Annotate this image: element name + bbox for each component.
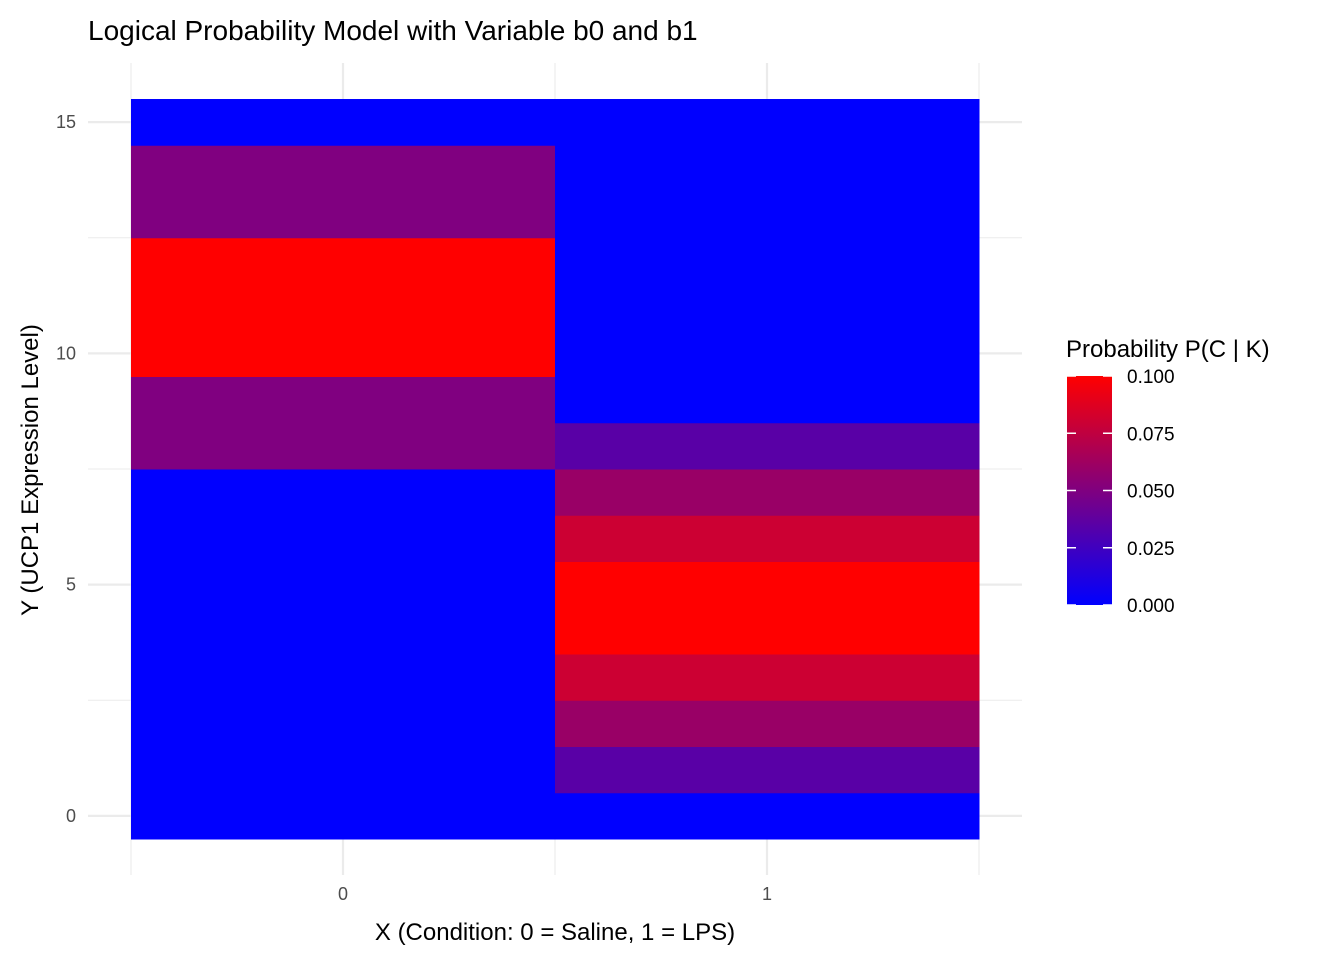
legend-tick-label: 0.025 xyxy=(1127,539,1175,560)
y-tick-label: 5 xyxy=(66,575,76,595)
x-tick-label: 1 xyxy=(762,884,772,904)
heatmap-tile xyxy=(131,607,556,655)
heatmap-tile xyxy=(131,284,556,331)
heatmap-tile xyxy=(131,376,556,424)
heatmap-tile xyxy=(555,284,980,331)
y-axis-ticks: 0 5 10 15 xyxy=(56,112,76,826)
legend-tick-label: 0.050 xyxy=(1127,482,1175,503)
heatmap-tile xyxy=(131,145,556,192)
legend-tick-label: 0.100 xyxy=(1127,367,1175,388)
heatmap-tile xyxy=(131,99,556,146)
y-tick-label: 0 xyxy=(66,806,76,826)
heatmap-tile xyxy=(555,330,980,377)
heatmap-tile xyxy=(555,191,980,239)
heatmap-tile xyxy=(131,515,556,562)
heatmap-tile xyxy=(131,422,556,470)
heatmap-tile xyxy=(555,145,980,192)
legend: Probability P(C | K) 0.000 0.025 0.050 0.07… xyxy=(1066,336,1270,617)
heatmap-tile xyxy=(131,237,556,285)
heatmap-tile xyxy=(555,469,980,516)
heatmap-tile xyxy=(131,746,556,794)
heatmap-tile xyxy=(131,700,556,747)
heatmap-tile xyxy=(555,237,980,285)
heatmap-tile xyxy=(555,376,980,424)
heatmap-tile xyxy=(131,792,556,840)
legend-tick-label: 0.000 xyxy=(1127,596,1175,617)
heatmap-tile xyxy=(131,191,556,239)
heatmap-tile xyxy=(131,469,556,516)
legend-title: Probability P(C | K) xyxy=(1066,336,1270,363)
heatmap-tile xyxy=(555,607,980,655)
heatmap-tile xyxy=(555,561,980,609)
heatmap-tile xyxy=(131,561,556,609)
legend-tick-label: 0.075 xyxy=(1127,424,1175,445)
x-tick-label: 0 xyxy=(338,884,348,904)
heatmap-tile xyxy=(555,792,980,840)
heatmap-tile xyxy=(555,654,980,701)
heatmap-tile xyxy=(131,654,556,701)
y-tick-label: 10 xyxy=(56,343,76,363)
y-axis-title: Y (UCP1 Expression Level) xyxy=(17,324,44,616)
heatmap-tile xyxy=(555,746,980,794)
heatmap-tile xyxy=(555,700,980,747)
heatmap-tile xyxy=(555,515,980,562)
y-tick-label: 15 xyxy=(56,112,76,132)
chart-title: Logical Probability Model with Variable … xyxy=(88,15,698,46)
heatmap-tile xyxy=(555,422,980,470)
legend-ticks: 0.000 0.025 0.050 0.075 0.100 xyxy=(1067,367,1175,617)
heatmap-tiles xyxy=(131,99,980,840)
heatmap-tile xyxy=(555,99,980,146)
heatmap-tile xyxy=(131,330,556,377)
x-axis-title: X (Condition: 0 = Saline, 1 = LPS) xyxy=(375,919,735,946)
